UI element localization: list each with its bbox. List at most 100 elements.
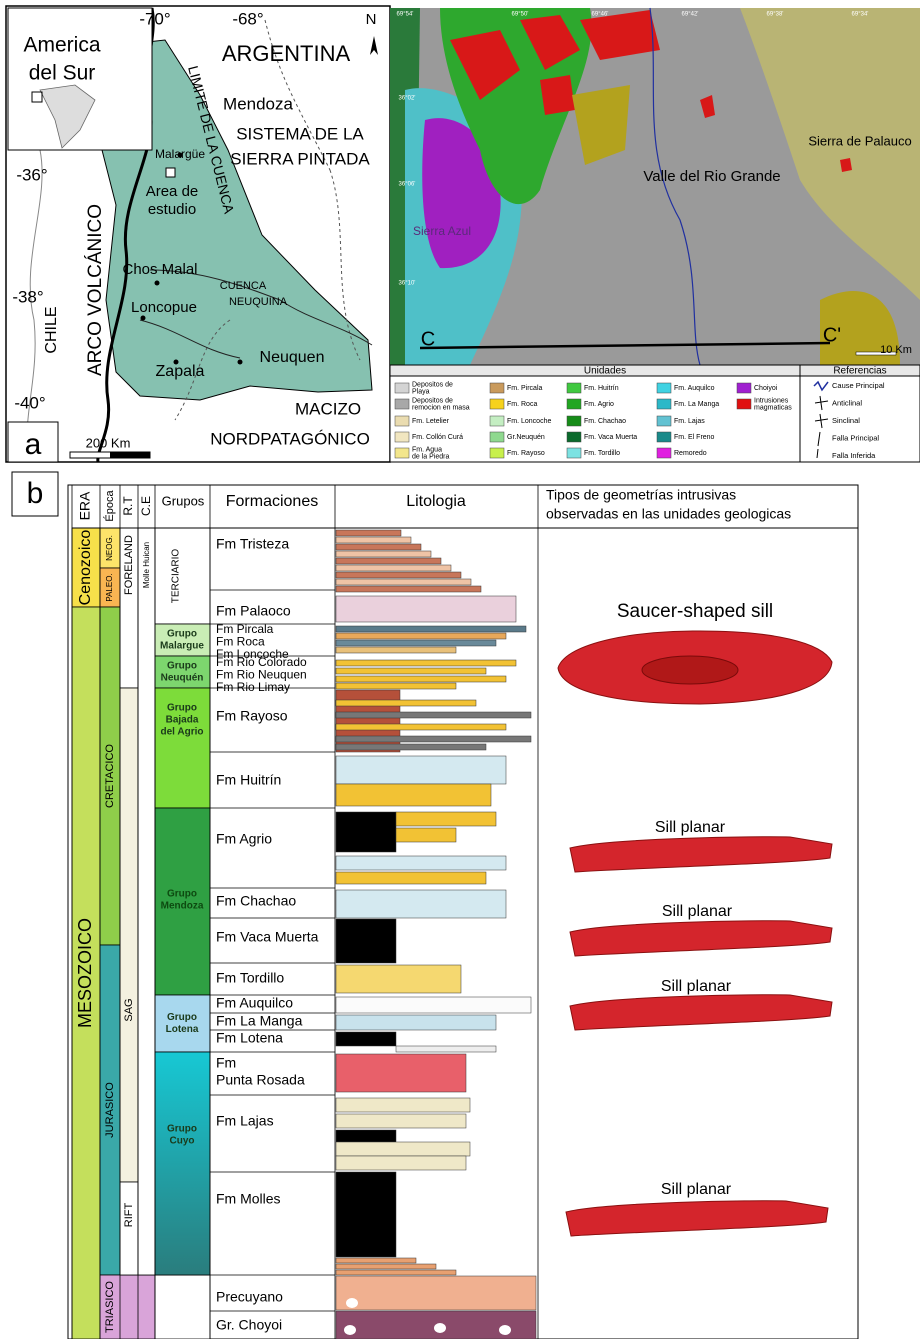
legend-swatch [566, 415, 582, 427]
lithology-bed [335, 585, 482, 593]
group-label: Lotena [166, 1024, 199, 1035]
header: Grupos [162, 493, 205, 508]
header: Formaciones [226, 493, 318, 510]
group-band [154, 527, 211, 625]
lithology-bed [335, 536, 412, 544]
lithology-bed [335, 1171, 397, 1258]
map-label: Mendoza [223, 94, 293, 113]
legend-swatch [736, 398, 752, 410]
lithology-bed [335, 1257, 417, 1264]
lithology-bed [335, 659, 517, 667]
legend-label: Fm. Roca [507, 401, 537, 408]
regime-label: RIFT [123, 1203, 135, 1228]
sill-shape [569, 994, 833, 1031]
map-label: NEUQUINA [229, 296, 288, 308]
lithology-bed [335, 1097, 471, 1113]
legend-swatch [394, 431, 410, 443]
legend-label: Fm. Collón Curá [412, 434, 463, 441]
lithology-bed [335, 1263, 437, 1270]
group-label: Grupo [167, 1124, 197, 1135]
map-label: ARCO VOLCÁNICO [85, 204, 106, 376]
lithology-bed [335, 529, 402, 537]
legend-swatch [394, 447, 410, 459]
formation-label: Fm Chachao [216, 893, 296, 909]
lithology-bed [335, 646, 457, 654]
legend-label: Playa [412, 388, 430, 395]
map-label: MACIZO [295, 399, 361, 418]
legend-label: Fm. Rayoso [507, 450, 545, 457]
coordinate-label: 69°34' [852, 12, 869, 18]
formation-label: Fm [216, 1055, 236, 1071]
lithology-bed [335, 1141, 471, 1157]
epoch-label: PALEO. [105, 573, 114, 601]
coordinate-label: 69°38' [767, 12, 784, 18]
coordinate-label: 69°54' [397, 12, 414, 18]
legend-swatch [566, 398, 582, 410]
legend-label: remocion en masa [412, 404, 470, 411]
lithology-bed [335, 571, 462, 579]
era-label: Cenozoico [77, 530, 94, 606]
lithology-bed [335, 889, 507, 919]
lithology-bed [335, 639, 497, 647]
sill-label: Sill planar [662, 903, 733, 920]
group-label: TERCIARIO [171, 549, 182, 604]
legend-swatch [489, 431, 505, 443]
lithology-bed [335, 578, 472, 586]
coordinate-label: 69°50' [512, 12, 529, 18]
map-label: CHILE [43, 306, 60, 353]
formation-label: Fm Roca [216, 635, 265, 649]
formation-label: Fm Huitrín [216, 772, 281, 788]
sill-shape [569, 836, 833, 873]
lithology-bed [335, 735, 532, 743]
group-label: Mendoza [161, 901, 204, 912]
lithology-bed [335, 723, 507, 731]
lithology-bed [335, 550, 432, 558]
lithology-bed [335, 632, 507, 640]
regional-map [5, 5, 391, 463]
group-label: Bajada [166, 715, 199, 726]
coordinate-label: 36°06' [399, 182, 416, 188]
map-label: 200 Km [86, 435, 131, 450]
lithology-bed [395, 827, 457, 843]
formation-label: Fm Agrio [216, 831, 272, 847]
legend-swatch [489, 415, 505, 427]
legend-swatch [394, 382, 410, 394]
lithology-bed [335, 595, 517, 623]
ce-band [137, 527, 156, 1276]
map-label: -70° [139, 9, 170, 28]
lithology-bed [335, 1113, 467, 1129]
epoch-label: CRETACICO [104, 744, 116, 808]
lithology-bed [395, 811, 497, 827]
lithology-bed [335, 811, 397, 853]
legend-swatch [656, 431, 672, 443]
formation-label: Fm Pircala [216, 622, 274, 636]
group-label: Grupo [167, 661, 197, 672]
lithology-bed [335, 964, 462, 994]
map-label: Zapala [156, 363, 205, 380]
map-label: Malargüe [155, 147, 205, 161]
sill-label: Sill planar [661, 1181, 732, 1198]
group-label: Grupo [167, 1012, 197, 1023]
legend-swatch [566, 382, 582, 394]
lithology-bed [335, 667, 487, 675]
lithology-bed [335, 1129, 397, 1143]
group-label: Grupo [167, 703, 197, 714]
geologic-map-label: Valle del Rio Grande [643, 168, 780, 185]
map-legend [389, 364, 920, 463]
lithology-bed [335, 1031, 397, 1047]
lithology-bed [335, 743, 487, 751]
formation-label: Fm Rayoso [216, 708, 288, 724]
lithology-bed [335, 1155, 467, 1171]
legend-label: Fm. Auquilco [674, 385, 715, 392]
geologic-map-label: C' [823, 324, 841, 346]
legend-swatch [566, 431, 582, 443]
map-label: CUENCA [220, 280, 267, 292]
legend-title: Unidades [584, 366, 626, 377]
lithology-bed [335, 689, 401, 753]
inset-title: del Sur [29, 62, 96, 85]
regime-label: FORELAND [123, 535, 135, 595]
legend-label: Intrusiones [754, 397, 789, 404]
lithology-bed [335, 557, 442, 565]
lithology-bed [335, 699, 477, 707]
lithology-column [335, 529, 537, 1340]
